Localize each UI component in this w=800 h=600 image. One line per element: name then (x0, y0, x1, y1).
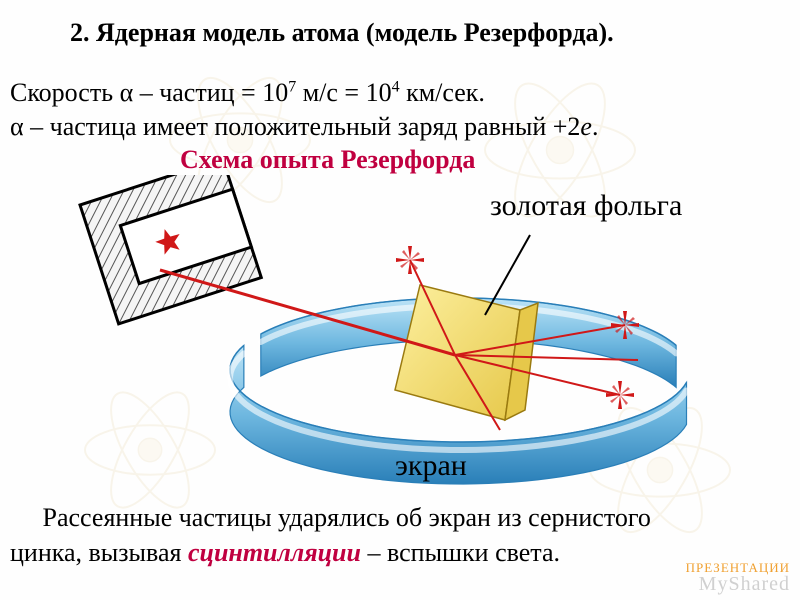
footer-line1: Рассеянные частицы ударялись об экран из… (43, 503, 651, 532)
alpha-symbol-2: α (10, 112, 24, 141)
speed-prefix: Скорость (10, 78, 120, 107)
charge-dot: . (592, 112, 599, 141)
footer-highlight: сцинтилляции (188, 538, 361, 567)
footer-line2a: цинка, вызывая (10, 538, 188, 567)
svg-text:экран: экран (395, 449, 467, 482)
footer-text: Рассеянные частицы ударялись об экран из… (10, 500, 790, 570)
charge-e: е (580, 112, 592, 141)
alpha-symbol: α (120, 78, 134, 107)
diagram-subtitle: Схема опыта Резерфорда (180, 145, 475, 175)
exp-7: 7 (288, 78, 296, 95)
subtitle-text: Схема опыта Резерфорда (180, 145, 475, 174)
footer-line2b: – вспышки света. (361, 538, 560, 567)
charge-rest: – частица имеет положительный заряд равн… (24, 112, 581, 141)
alpha-source (80, 175, 261, 324)
rutherford-diagram: золотая фольга экран (60, 175, 740, 495)
exp-4: 4 (392, 78, 400, 95)
svg-text:золотая фольга: золотая фольга (490, 189, 682, 222)
speed-ms: м/с = 10 (296, 78, 391, 107)
watermark: ПРЕЗЕНТАЦИИ MyShared (686, 561, 790, 594)
charge-line: α – частица имеет положительный заряд ра… (10, 112, 598, 142)
speed-rest: – частиц = 10 (133, 78, 288, 107)
speed-end: км/сек. (400, 78, 485, 107)
page-title: 2. Ядерная модель атома (модель Резерфор… (70, 18, 780, 48)
watermark-bottom: MyShared (686, 574, 790, 594)
speed-line: Скорость α – частиц = 107 м/с = 104 км/с… (10, 78, 485, 108)
